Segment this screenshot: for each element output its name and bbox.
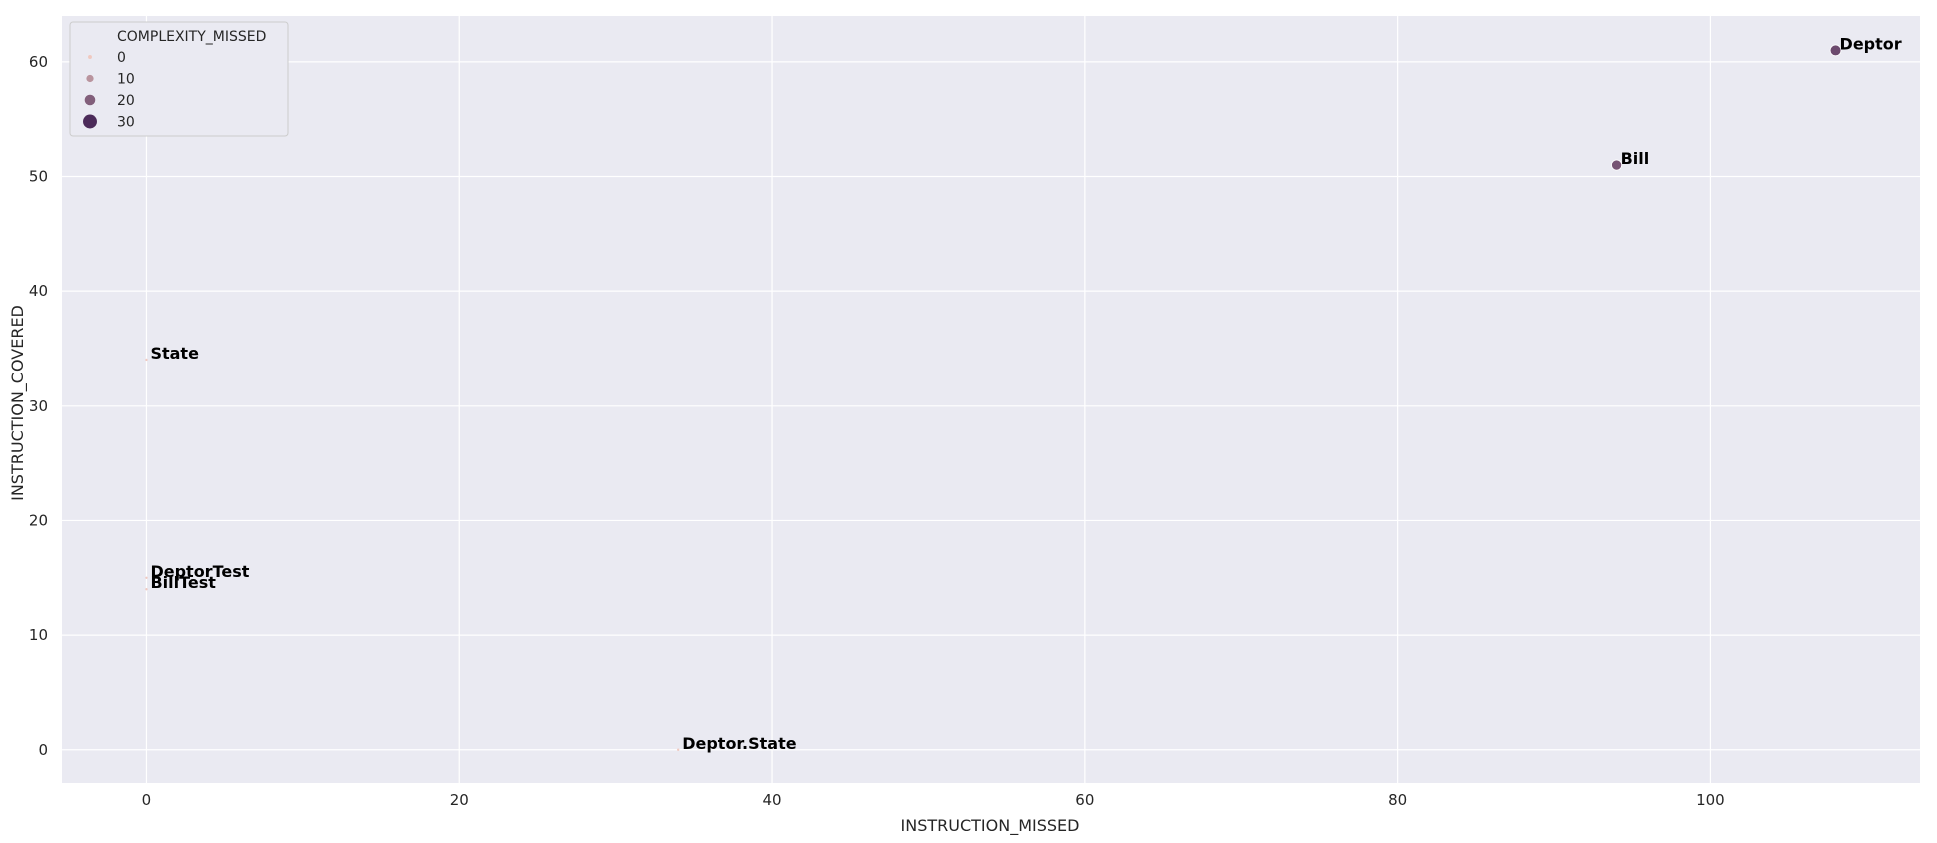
legend-label: 30 <box>117 115 135 131</box>
data-point <box>145 358 148 362</box>
data-point <box>677 748 680 751</box>
y-axis-label: INSTRUCTION_COVERED <box>8 305 28 501</box>
x-tick-label: 40 <box>762 791 781 809</box>
data-point <box>1829 44 1842 57</box>
legend-label: 20 <box>117 93 135 109</box>
legend-title: COMPLEXITY_MISSED <box>117 29 266 45</box>
x-tick-label: 80 <box>1388 791 1407 809</box>
legend-marker <box>86 74 94 83</box>
point-label: Deptor <box>1840 34 1902 53</box>
point-label: DeptorTest <box>150 562 249 581</box>
x-tick-labels: 0 20 40 60 80 100 <box>142 791 1725 809</box>
x-axis-label: INSTRUCTION_MISSED <box>901 816 1080 836</box>
y-tick-label: 60 <box>29 53 48 71</box>
legend-marker <box>88 55 92 59</box>
y-tick-label: 0 <box>38 741 48 759</box>
legend-label: 10 <box>117 72 135 88</box>
data-point <box>145 576 148 579</box>
x-tick-label: 60 <box>1075 791 1094 809</box>
point-label: Bill <box>1621 149 1650 168</box>
legend-marker <box>83 114 97 129</box>
data-point <box>145 588 148 591</box>
x-tick-label: 20 <box>450 791 469 809</box>
legend-label: 0 <box>117 50 126 66</box>
y-tick-label: 30 <box>29 397 48 415</box>
legend-box <box>69 21 289 137</box>
y-tick-labels: 0 10 20 30 40 50 60 <box>29 53 48 759</box>
legend: COMPLEXITY_MISSED 0 10 20 30 <box>69 21 289 137</box>
y-tick-label: 20 <box>29 511 48 529</box>
point-label: State <box>150 344 199 363</box>
y-tick-label: 50 <box>29 168 48 186</box>
point-label: Deptor.State <box>682 734 797 753</box>
plot-area <box>62 16 1920 783</box>
point-label: BillTest <box>150 573 216 592</box>
y-tick-label: 10 <box>29 626 48 644</box>
x-tick-label: 100 <box>1696 791 1725 809</box>
data-point <box>1611 159 1623 171</box>
y-tick-label: 40 <box>29 282 48 300</box>
x-tick-label: 0 <box>142 791 152 809</box>
legend-marker <box>84 94 96 106</box>
grid-lines <box>62 16 1920 783</box>
